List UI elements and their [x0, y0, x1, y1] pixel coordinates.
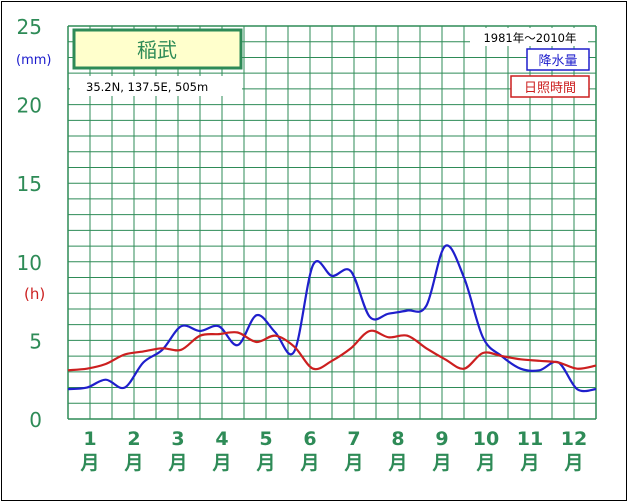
legend-sunshine-label: 日照時間 — [524, 81, 576, 96]
y-tick-label: 25 — [17, 15, 42, 39]
y-axis-labels: 0 5 10 15 20 25 — [17, 15, 42, 432]
x-tick-month-number: 8 — [391, 428, 404, 450]
location-label: 35.2N, 137.5E, 505m — [86, 80, 208, 94]
x-tick-month-number: 1 — [83, 428, 96, 450]
legend-precip-box — [526, 48, 590, 71]
period-label: 1981年〜2010年 — [483, 31, 576, 45]
x-tick-month-unit: 月 — [79, 452, 99, 474]
x-tick-month-number: 2 — [127, 428, 140, 450]
series-sunshine-line — [67, 329, 597, 372]
x-tick-month-unit: 月 — [431, 452, 451, 474]
x-tick-month-number: 10 — [473, 428, 499, 450]
period-bg — [470, 28, 588, 46]
x-tick-month-unit: 月 — [167, 452, 187, 474]
series-precipitation-line — [67, 244, 597, 393]
x-tick-month-unit: 月 — [299, 452, 319, 474]
x-tick-month-number: 4 — [215, 428, 228, 450]
x-tick-month-unit: 月 — [343, 452, 363, 474]
x-tick-month-unit: 月 — [387, 452, 407, 474]
series-layer — [67, 244, 597, 393]
x-tick-month-number: 11 — [517, 428, 543, 450]
x-tick-month-unit: 月 — [123, 452, 143, 474]
x-tick-month-unit: 月 — [211, 452, 231, 474]
x-tick-month-number: 7 — [347, 428, 360, 450]
y-tick-label: 5 — [29, 329, 42, 353]
x-tick-month-number: 5 — [259, 428, 272, 450]
x-tick-month-number: 12 — [561, 428, 587, 450]
y-tick-label: 10 — [17, 251, 42, 275]
legend-sunshine-box — [510, 75, 590, 98]
x-tick-month-number: 3 — [171, 428, 184, 450]
x-tick-month-unit: 月 — [519, 452, 539, 474]
y-tick-label: 0 — [29, 408, 42, 432]
y-tick-label: 15 — [17, 172, 42, 196]
x-tick-month-unit: 月 — [563, 452, 583, 474]
y-unit-mm: (mm) — [16, 53, 51, 68]
y-unit-h: (h) — [24, 285, 45, 303]
legend-precip-label: 降水量 — [538, 54, 577, 69]
x-tick-month-unit: 月 — [255, 452, 275, 474]
y-tick-label: 20 — [17, 94, 42, 118]
x-tick-month-number: 9 — [435, 428, 448, 450]
chart-title: 稲武 — [137, 38, 177, 62]
location-bg — [70, 76, 242, 96]
x-tick-month-unit: 月 — [475, 452, 495, 474]
title-box — [72, 28, 243, 70]
x-tick-month-number: 6 — [303, 428, 316, 450]
